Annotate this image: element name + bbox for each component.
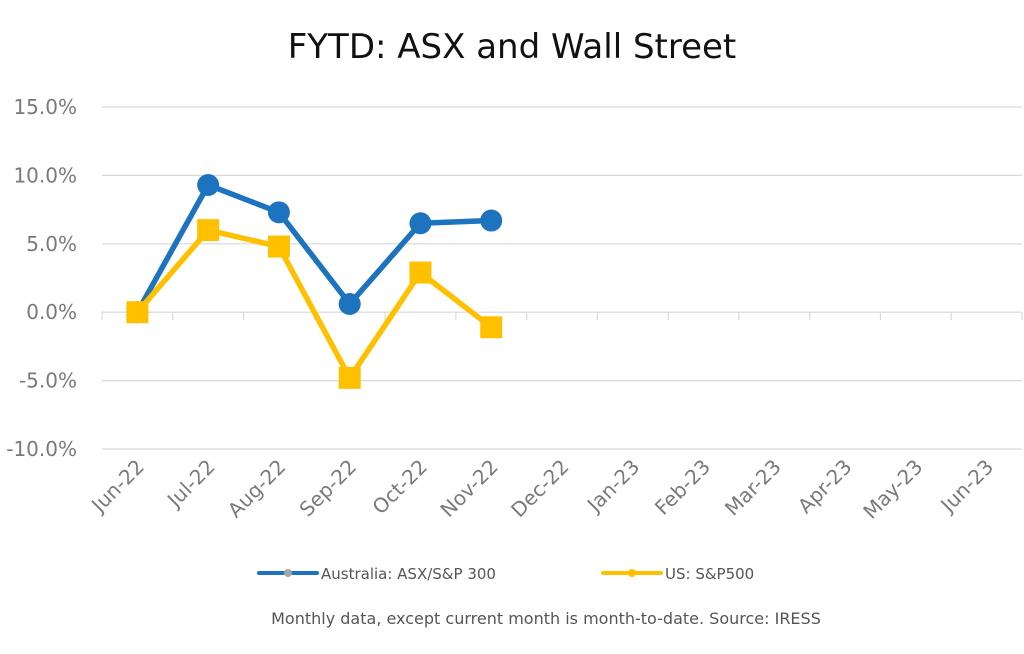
x-tick-label: Feb-23 <box>650 455 715 520</box>
data-point <box>197 219 220 242</box>
x-tick-label: Jun-22 <box>85 455 149 519</box>
legend-item: Australia: ASX/S&P 300 <box>257 565 496 583</box>
data-point <box>409 212 432 235</box>
data-point <box>197 173 220 196</box>
x-tick-label: May-23 <box>858 455 927 524</box>
x-tick-label: Sep-22 <box>294 455 361 522</box>
x-tick-label: Dec-22 <box>506 455 573 522</box>
data-point <box>409 261 432 284</box>
y-tick-label: 0.0% <box>26 300 77 324</box>
x-tick-label: Jul-22 <box>161 455 220 514</box>
source-note: Monthly data, except current month is mo… <box>271 609 821 628</box>
x-tick-label: Nov-22 <box>435 455 502 522</box>
x-tick-label: Aug-22 <box>223 455 291 523</box>
series-lines <box>126 173 503 389</box>
data-point <box>338 366 361 389</box>
legend: Australia: ASX/S&P 300 US: S&P500 <box>257 565 754 583</box>
x-tick-label: Jun-23 <box>935 455 999 519</box>
data-point <box>338 292 361 315</box>
series-group <box>126 219 503 389</box>
y-axis-tick-labels: 15.0% 10.0% 5.0% 0.0% -5.0% -10.0% <box>6 95 77 461</box>
data-point <box>126 301 149 324</box>
series-group <box>126 173 503 324</box>
legend-swatch-marker <box>628 569 636 577</box>
y-tick-label: -5.0% <box>19 369 77 393</box>
legend-item: US: S&P500 <box>601 565 754 583</box>
x-tick-label: Oct-22 <box>367 455 432 520</box>
legend-swatch-marker <box>284 569 292 577</box>
data-point <box>267 201 290 224</box>
y-tick-label: 5.0% <box>26 232 77 256</box>
data-point <box>480 209 503 232</box>
gridlines <box>101 106 1023 450</box>
series-line <box>134 182 494 315</box>
x-tick-label: Jan-23 <box>581 455 644 518</box>
legend-label: Australia: ASX/S&P 300 <box>321 565 496 583</box>
series-line <box>134 227 494 381</box>
data-point <box>480 316 503 339</box>
legend-label: US: S&P500 <box>665 565 754 583</box>
data-point <box>267 235 290 258</box>
y-tick-label: 10.0% <box>13 163 77 187</box>
x-axis-tick-labels: Jun-22 Jul-22 Aug-22 Sep-22 Oct-22 Nov-22 Dec-… <box>85 455 998 524</box>
x-tick-label: Apr-23 <box>793 455 857 519</box>
x-tick-label: Mar-23 <box>720 455 786 521</box>
y-tick-label: -10.0% <box>6 437 77 461</box>
y-tick-label: 15.0% <box>13 95 77 119</box>
chart-title: FYTD: ASX and Wall Street <box>288 27 737 67</box>
